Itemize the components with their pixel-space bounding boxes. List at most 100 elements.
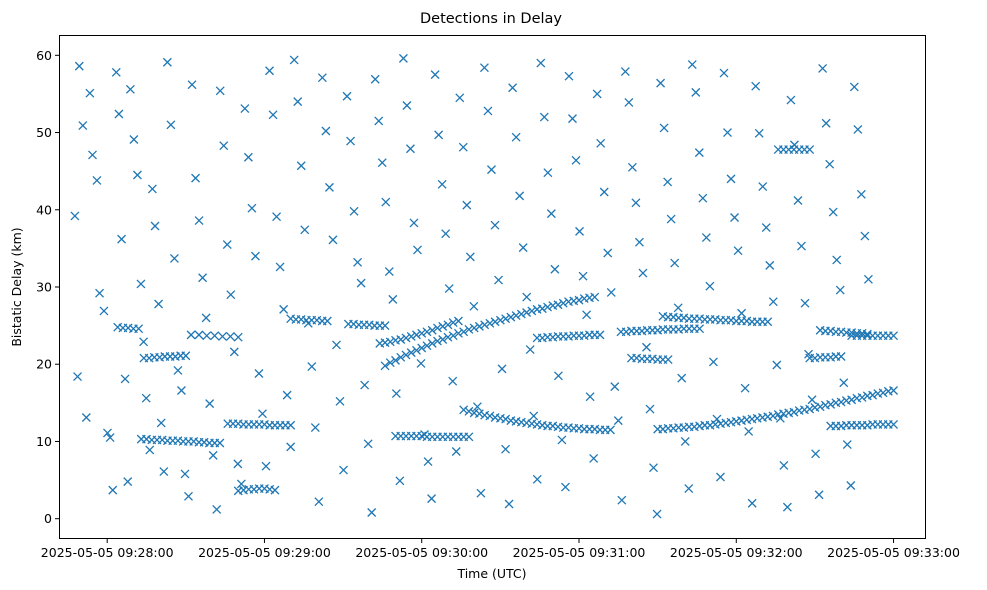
- detection-point: [459, 405, 469, 415]
- detection-point: [218, 331, 227, 341]
- detection-point: [645, 404, 655, 414]
- detection-point: [698, 193, 708, 203]
- detection-point: [789, 407, 799, 417]
- detection-point: [835, 285, 845, 295]
- detection-point: [427, 338, 437, 348]
- detection-point: [406, 348, 416, 358]
- detection-point: [322, 316, 332, 326]
- detection-point: [162, 57, 172, 67]
- detection-point: [763, 317, 773, 327]
- detection-point: [395, 476, 405, 486]
- detection-point: [427, 494, 437, 504]
- detection-point: [448, 318, 458, 327]
- detection-point: [111, 67, 121, 77]
- detection-point: [300, 225, 310, 235]
- detection-point: [472, 402, 482, 412]
- detection-point: [265, 66, 274, 76]
- y-tick-label: 20: [36, 357, 52, 372]
- y-tick-label: 60: [36, 48, 52, 63]
- detection-point: [663, 177, 673, 187]
- detection-point: [145, 445, 155, 455]
- detection-point: [88, 150, 97, 160]
- detection-point: [81, 413, 91, 422]
- detection-point: [401, 350, 411, 360]
- detection-point: [568, 114, 577, 124]
- detection-point: [398, 53, 408, 63]
- detection-point: [483, 106, 493, 116]
- detection-point: [751, 81, 761, 91]
- detection-point: [459, 327, 469, 337]
- detection-point: [666, 214, 676, 224]
- detection-point: [250, 251, 260, 261]
- detection-point: [212, 504, 222, 514]
- detection-point: [617, 495, 627, 505]
- detection-point: [768, 411, 778, 421]
- detection-point: [92, 175, 102, 185]
- detection-point: [518, 243, 528, 253]
- detection-point: [464, 406, 474, 416]
- detection-point: [453, 328, 463, 338]
- detection-point: [624, 97, 634, 107]
- detection-point: [525, 345, 535, 355]
- chart-title: Detections in Delay: [420, 11, 562, 27]
- detection-point: [889, 386, 899, 395]
- detection-point: [889, 420, 899, 429]
- detection-point: [821, 118, 831, 128]
- detection-point: [434, 130, 444, 140]
- detection-point: [712, 414, 722, 424]
- detection-point: [558, 298, 568, 308]
- detection-point: [701, 233, 711, 243]
- detection-point: [652, 509, 662, 519]
- x-axis: 2025-05-05 09:28:00 2025-05-05 09:29:00 20…: [41, 538, 960, 560]
- y-axis-label: Bistatic Delay (km): [9, 227, 24, 346]
- detection-point: [444, 284, 454, 294]
- detection-point: [139, 337, 149, 347]
- detection-point: [596, 138, 606, 148]
- detection-point: [462, 200, 472, 210]
- detection-point: [786, 95, 796, 105]
- detection-point: [487, 165, 496, 175]
- detection-point: [574, 295, 584, 305]
- detection-point: [543, 168, 553, 178]
- detection-point: [716, 472, 725, 482]
- detection-point: [136, 279, 146, 289]
- detection-point: [571, 155, 581, 165]
- detection-point: [286, 420, 296, 430]
- detection-point: [522, 308, 532, 317]
- detection-point: [154, 299, 164, 309]
- detection-point: [469, 323, 479, 333]
- detection-point: [156, 418, 166, 428]
- detection-point: [839, 378, 849, 388]
- y-tick-label: 30: [36, 280, 52, 295]
- detection-point: [307, 362, 317, 372]
- detection-point: [258, 409, 267, 419]
- detection-point: [536, 58, 546, 68]
- detection-point: [458, 142, 468, 152]
- x-tick-label: 2025-05-05 09:28:00: [41, 545, 174, 560]
- detection-point: [74, 61, 84, 71]
- detection-point: [384, 267, 394, 277]
- detection-point: [747, 498, 757, 508]
- detection-point: [412, 345, 421, 355]
- detection-point: [543, 302, 553, 312]
- detection-point: [649, 463, 658, 473]
- detection-point: [504, 499, 514, 509]
- detection-point: [515, 191, 525, 201]
- detection-point: [303, 318, 313, 328]
- detection-point: [656, 78, 666, 88]
- detection-point: [765, 260, 775, 270]
- detection-point: [132, 170, 142, 180]
- detection-point: [73, 372, 82, 382]
- detection-point: [346, 136, 356, 146]
- detection-point: [878, 388, 888, 398]
- detection-point: [638, 268, 648, 278]
- detection-point: [860, 231, 870, 241]
- detection-point: [349, 206, 359, 216]
- detection-point: [396, 352, 406, 362]
- detection-point: [677, 373, 687, 383]
- detection-point: [226, 290, 236, 300]
- detection-point: [437, 179, 447, 189]
- detection-point: [775, 413, 785, 423]
- detection-point: [388, 294, 398, 304]
- y-tick-label: 10: [36, 434, 52, 449]
